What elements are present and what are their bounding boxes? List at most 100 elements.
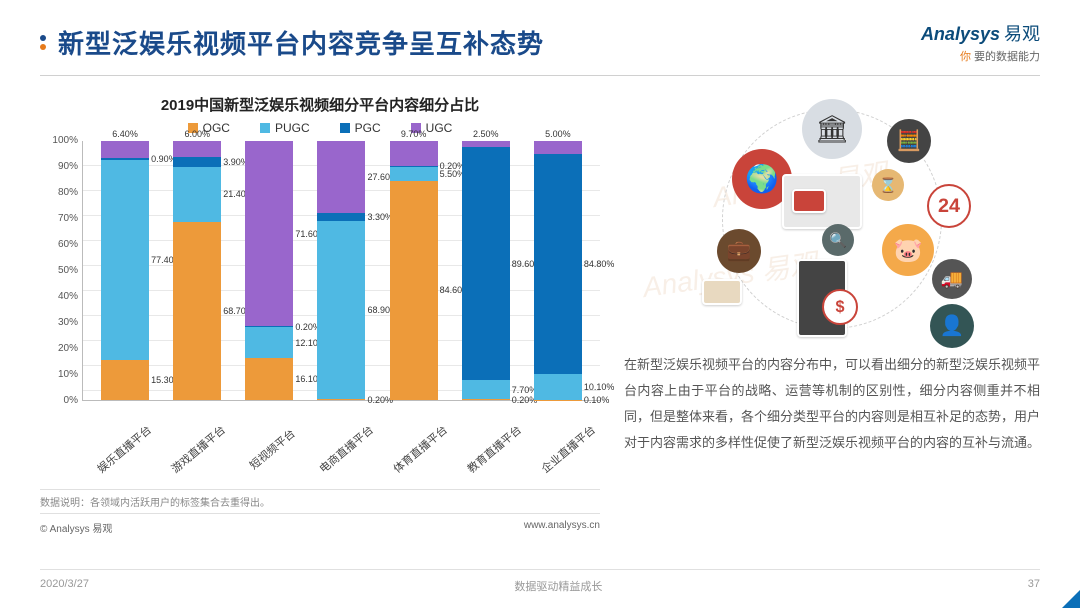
bar-segment: 5.50%: [390, 167, 438, 181]
bar-segment: 9.70%: [390, 141, 438, 166]
info-dollar-icon: $: [822, 289, 858, 325]
footer-page: 37: [1028, 578, 1040, 594]
bar: 16.10%12.10%0.20%71.60%: [245, 141, 293, 400]
header-dots: [40, 35, 46, 50]
x-label: 教育直播平台: [461, 419, 528, 479]
info-piggy-icon: 🐷: [882, 224, 934, 276]
bar-segment: 16.10%: [245, 358, 293, 400]
bar-segment: 27.60%: [317, 141, 365, 212]
segment-label: 6.00%: [184, 129, 210, 139]
copyright: © Analysys 易观: [40, 520, 112, 535]
info-magnifier-icon: 🔍: [822, 224, 854, 256]
bar-segment: 5.00%: [534, 141, 582, 154]
x-label: 企业直播平台: [535, 419, 602, 479]
bar-segment: 15.30%: [101, 360, 149, 400]
segment-label: 5.00%: [545, 129, 571, 139]
info-clock24-icon: 24: [927, 184, 971, 228]
bar-segment: 68.70%: [173, 222, 221, 400]
slide-title: 新型泛娱乐视频平台内容竞争呈互补态势: [58, 24, 544, 61]
bar-segment: 12.10%: [245, 327, 293, 358]
bar-segment: 2.50%: [462, 141, 510, 147]
info-calc-icon: 🧮: [887, 119, 931, 163]
bar-segment: 3.30%: [317, 213, 365, 222]
info-card-icon: [702, 279, 742, 305]
logo-tagline-pre: 你: [960, 51, 971, 63]
body-text: 在新型泛娱乐视频平台的内容分布中，可以看出细分的新型泛娱乐视频平台内容上由于平台…: [624, 352, 1040, 456]
logo: Analysys易观 你 要的数据能力: [921, 20, 1040, 64]
segment-label: 10.10%: [584, 382, 615, 392]
chart-area: 0%10%20%30%40%50%60%70%80%90%100% 15.30%…: [40, 141, 600, 401]
x-label: 体育直播平台: [387, 419, 454, 479]
bar-segment: 6.00%: [173, 141, 221, 157]
bar-segment: 77.40%: [101, 160, 149, 360]
bar-segment: 0.20%: [462, 399, 510, 400]
logo-cn: 易观: [1004, 24, 1040, 44]
bar: 0.20%7.70%89.60%2.50%: [462, 141, 510, 400]
bar-segment: 0.20%: [245, 326, 293, 327]
infographic: Analysys 易观 Analysys 易观 🏛🌍🧮⌛24💼🔍🐷🚚$👤: [672, 104, 992, 334]
bar-group: 16.10%12.10%0.20%71.60%: [233, 141, 305, 400]
chart-title: 2019中国新型泛娱乐视频细分平台内容细分占比: [40, 94, 600, 115]
bar: 0.20%68.90%3.30%27.60%: [317, 141, 365, 400]
bar-segment: 84.60%: [390, 181, 438, 400]
x-label: 电商直播平台: [313, 419, 380, 479]
bar-group: 0.20%68.90%3.30%27.60%: [305, 141, 377, 400]
x-label: 娱乐直播平台: [91, 419, 158, 479]
segment-label: 84.80%: [584, 259, 615, 269]
bar: 0.10%10.10%84.80%5.00%: [534, 141, 582, 400]
x-label: 短视频平台: [239, 419, 306, 479]
bar: 15.30%77.40%0.90%6.40%: [101, 141, 149, 400]
bar-group: 68.70%21.40%3.90%6.00%: [161, 141, 233, 400]
legend-label: UGC: [426, 121, 453, 135]
y-axis: 0%10%20%30%40%50%60%70%80%90%100%: [40, 141, 82, 401]
segment-label: 2.50%: [473, 129, 499, 139]
bar-group: 84.60%5.50%0.20%9.70%: [378, 141, 450, 400]
source-url: www.analysys.cn: [524, 520, 600, 535]
bar-group: 15.30%77.40%0.90%6.40%: [89, 141, 161, 400]
info-hourglass-icon: ⌛: [872, 169, 904, 201]
bar: 84.60%5.50%0.20%9.70%: [390, 141, 438, 400]
bar-segment: 7.70%: [462, 380, 510, 400]
data-note: 数据说明：各领域内活跃用户的标签集合去重得出。: [40, 489, 600, 514]
info-id-card-icon: [792, 189, 826, 213]
footer-tagline: 数据驱动精益成长: [514, 578, 602, 594]
segment-label: 0.10%: [584, 395, 610, 405]
bar-segment: 0.20%: [317, 399, 365, 400]
bar-segment: 0.20%: [390, 166, 438, 167]
segment-label: 6.40%: [112, 129, 138, 139]
bar-group: 0.10%10.10%84.80%5.00%: [522, 141, 594, 400]
header: 新型泛娱乐视频平台内容竞争呈互补态势: [0, 0, 1080, 69]
info-van-icon: 🚚: [932, 259, 972, 299]
legend-swatch: [340, 123, 350, 133]
legend-swatch: [260, 123, 270, 133]
info-bank-icon: 🏛: [802, 99, 862, 159]
bar-group: 0.20%7.70%89.60%2.50%: [450, 141, 522, 400]
legend-label: PUGC: [275, 121, 310, 135]
logo-en: Analysys: [921, 24, 1000, 44]
bar-segment: 6.40%: [101, 141, 149, 158]
info-wallet-icon: 💼: [717, 229, 761, 273]
chart-plot: 15.30%77.40%0.90%6.40%68.70%21.40%3.90%6…: [82, 141, 600, 401]
bar-segment: 0.90%: [101, 158, 149, 160]
bar-segment: 89.60%: [462, 147, 510, 379]
bar-segment: 84.80%: [534, 154, 582, 374]
legend-item: PUGC: [260, 121, 310, 135]
segment-label: 9.70%: [401, 129, 427, 139]
bar-segment: 21.40%: [173, 167, 221, 222]
bar-segment: 68.90%: [317, 221, 365, 399]
bar-segment: 71.60%: [245, 141, 293, 326]
legend-label: PGC: [355, 121, 381, 135]
chart-panel: 2019中国新型泛娱乐视频细分平台内容细分占比 OGCPUGCPGCUGC 0%…: [40, 94, 600, 535]
legend-item: PGC: [340, 121, 381, 135]
x-label: 游戏直播平台: [165, 419, 232, 479]
bar: 68.70%21.40%3.90%6.00%: [173, 141, 221, 400]
bar-segment: 10.10%: [534, 374, 582, 400]
chart-footer: © Analysys 易观 www.analysys.cn: [40, 520, 600, 535]
corner-accent: [1062, 590, 1080, 608]
slide-footer: 2020/3/27 数据驱动精益成长 37: [40, 569, 1040, 594]
footer-date: 2020/3/27: [40, 578, 89, 594]
x-axis-labels: 娱乐直播平台游戏直播平台短视频平台电商直播平台体育直播平台教育直播平台企业直播平…: [40, 443, 600, 459]
info-person-icon: 👤: [930, 304, 974, 348]
logo-tagline: 要的数据能力: [971, 51, 1040, 63]
bar-segment: 3.90%: [173, 157, 221, 167]
